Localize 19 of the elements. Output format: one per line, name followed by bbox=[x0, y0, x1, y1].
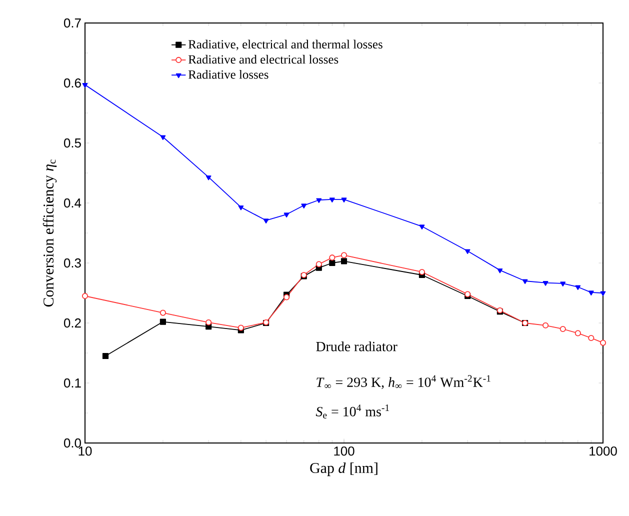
x-tick-label: 100 bbox=[334, 446, 354, 456]
y-tick-label: 0.6 bbox=[64, 78, 81, 88]
x-axis-title: Gap d [nm] bbox=[310, 462, 378, 476]
x-tick-label: 10 bbox=[78, 446, 92, 456]
y-tick-label: 0.0 bbox=[64, 438, 81, 448]
y-tick-label: 0.7 bbox=[64, 18, 81, 28]
legend-label: Radiative, electrical and thermal losses bbox=[188, 40, 382, 50]
legend-label: Radiative and electrical losses bbox=[188, 54, 338, 64]
y-tick-label: 0.2 bbox=[64, 318, 81, 328]
y-tick-label: 0.5 bbox=[64, 138, 81, 148]
y-tick-label: 0.4 bbox=[64, 198, 82, 208]
y-tick-label: 0.1 bbox=[64, 378, 81, 388]
legend-label: Radiative losses bbox=[188, 70, 268, 79]
y-axis-title: Conversion efficiency η$_{c}$ bbox=[42, 160, 57, 307]
text: T$_{∞}$ = 293 K, h$_{∞}$ = 10$^{4}$ Wm$^{-2}$K$^{-1}$ bbox=[316, 375, 490, 389]
x-tick-label: 1000 bbox=[590, 446, 617, 456]
annotation: Drude radiator bbox=[316, 341, 398, 352]
annotation: S$_{e}$ = 10$^{4}$ ms$^{-1}$ bbox=[316, 404, 390, 418]
y-tick-label: 0.3 bbox=[64, 258, 81, 268]
